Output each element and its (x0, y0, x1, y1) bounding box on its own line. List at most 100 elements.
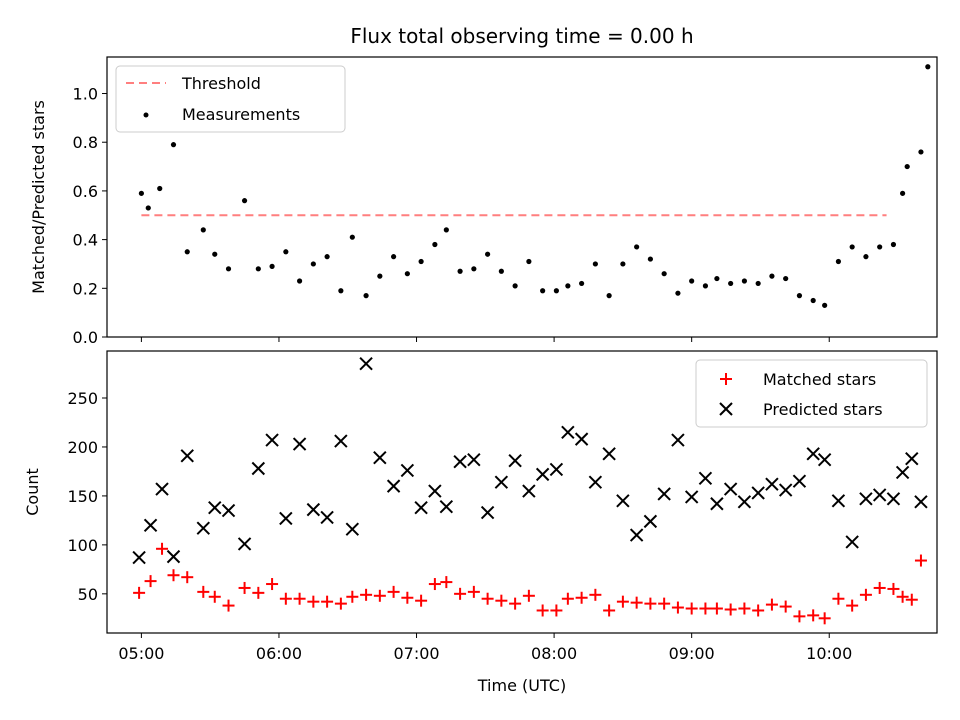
measurement-point (457, 268, 463, 274)
matched-star-point (832, 592, 845, 605)
bottom-y-tick-label: 250 (67, 389, 98, 408)
measurement-point (241, 198, 248, 204)
legend-measurements-label: Measurements (182, 105, 300, 124)
legend-threshold-label: Threshold (181, 74, 261, 93)
measurement-point (620, 261, 626, 267)
measurement-point (689, 278, 695, 284)
bottom-y-ticks: 50 100 150 200 250 (67, 389, 107, 604)
matched-star-point (710, 602, 723, 615)
legend-predicted-label: Predicted stars (763, 400, 883, 419)
measurement-point (471, 266, 477, 272)
predicted-star-point (155, 482, 169, 496)
bottom-y-tick-label: 150 (67, 487, 98, 506)
predicted-star-point (561, 425, 575, 439)
matched-star-point (181, 571, 194, 584)
bottom-axes-frame (106, 350, 938, 634)
top-x-ticks (140, 337, 830, 342)
top-y-tick-label: 0.8 (73, 133, 98, 152)
top-y-tick-label: 0.2 (73, 279, 98, 298)
matched-star-point (144, 575, 157, 588)
measurement-point (634, 244, 640, 250)
matched-star-point (279, 592, 292, 605)
predicted-star-point (386, 479, 401, 493)
measurement-point (512, 283, 518, 289)
matched-star-point (321, 595, 334, 608)
matched-star-point (846, 599, 859, 612)
bottom-x-tick-label: 06:00 (256, 644, 302, 663)
predicted-star-point (237, 537, 252, 551)
measurement-point (404, 271, 410, 277)
predicted-star-point (895, 465, 910, 480)
predicted-star-point (616, 494, 630, 508)
matched-star-point (509, 597, 522, 610)
predicted-star-point (279, 511, 293, 526)
measurement-point (310, 261, 316, 267)
predicted-star-point (208, 500, 222, 515)
measurement-point (553, 288, 559, 294)
top-y-tick-label: 0.6 (73, 182, 98, 201)
predicted-star-point (806, 447, 820, 461)
measurement-point (900, 190, 906, 196)
predicted-star-point (845, 535, 859, 549)
legend-matched-label: Matched stars (763, 370, 876, 389)
measurement-point (324, 254, 330, 260)
matched-star-point (454, 587, 467, 600)
matched-star-point (167, 569, 180, 582)
predicted-star-point (574, 432, 589, 446)
matched-stars-points (133, 542, 927, 625)
matched-star-point (307, 595, 320, 608)
measurement-point (225, 266, 232, 272)
measurement-point (184, 249, 190, 255)
matched-star-point (671, 601, 684, 614)
matched-star-point (561, 592, 574, 605)
matched-star-point (293, 592, 306, 605)
predicted-star-point (439, 499, 454, 514)
predicted-star-point (831, 494, 846, 508)
bottom-legend: Matched stars Predicted stars (695, 359, 928, 428)
top-y-tick-label: 1.0 (73, 85, 98, 104)
top-legend: Threshold Measurements (115, 65, 346, 133)
measurement-point (835, 258, 842, 265)
measurement-point (918, 149, 924, 155)
predicted-star-point (414, 500, 428, 515)
matched-star-point (589, 588, 602, 601)
measurement-point (702, 283, 709, 289)
bottom-x-ticks: 05:00 06:00 07:00 08:00 09:00 10:00 (118, 633, 852, 663)
matched-star-point (401, 591, 414, 604)
bottom-y-axis-label: Count (23, 468, 42, 516)
matched-star-point (779, 600, 792, 613)
predicted-star-point (480, 505, 495, 520)
predicted-star-point (265, 433, 279, 447)
measurement-point (138, 190, 144, 196)
matched-star-point (793, 610, 806, 623)
measurement-point (349, 234, 355, 240)
predicted-star-point (494, 475, 509, 489)
predicted-star-point (400, 463, 415, 478)
measurement-point (432, 241, 438, 248)
predicted-star-point (251, 461, 266, 476)
bottom-x-tick-label: 08:00 (531, 644, 577, 663)
matched-star-point (208, 590, 221, 603)
predicted-star-point (166, 549, 181, 564)
matched-star-point (440, 576, 453, 589)
measurement-point (443, 227, 449, 233)
measurement-point (890, 241, 897, 248)
measurement-point (377, 273, 383, 279)
bottom-x-tick-label: 07:00 (393, 644, 439, 663)
bottom-panel: 50 100 150 200 250 05:00 06:00 07:00 08:00 09:00… (23, 350, 938, 695)
matched-star-point (360, 588, 373, 601)
measurement-point (714, 275, 720, 282)
matched-star-point (481, 592, 494, 605)
measurement-point (925, 64, 931, 70)
measurement-point (526, 258, 532, 265)
top-y-tick-label: 0.0 (73, 328, 98, 347)
predicted-star-point (886, 492, 901, 506)
predicted-star-point (602, 447, 616, 461)
measurement-point (363, 293, 369, 299)
matched-star-point (415, 594, 428, 607)
matched-star-point (807, 609, 820, 622)
predicted-star-point (428, 484, 442, 498)
measurement-point (145, 205, 151, 211)
predicted-star-point (143, 518, 158, 532)
